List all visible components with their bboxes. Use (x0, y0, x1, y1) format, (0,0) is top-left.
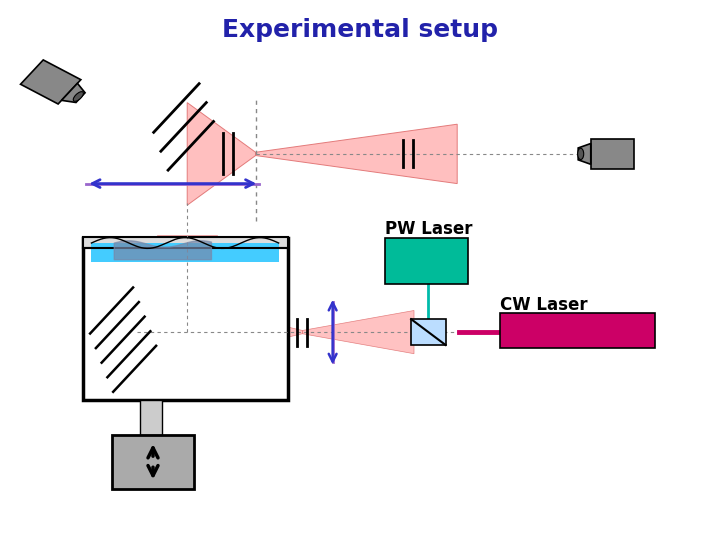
FancyBboxPatch shape (83, 237, 288, 248)
FancyBboxPatch shape (83, 238, 288, 400)
FancyBboxPatch shape (385, 238, 468, 284)
Polygon shape (302, 310, 414, 354)
Polygon shape (137, 292, 302, 373)
FancyBboxPatch shape (91, 243, 279, 262)
Text: Experimental setup: Experimental setup (222, 18, 498, 42)
Text: PW Laser: PW Laser (385, 220, 473, 239)
Polygon shape (590, 139, 634, 168)
Polygon shape (187, 103, 256, 205)
FancyBboxPatch shape (112, 435, 194, 489)
Text: CW Laser: CW Laser (500, 296, 588, 314)
Polygon shape (157, 235, 217, 329)
Polygon shape (61, 83, 85, 103)
Ellipse shape (577, 148, 584, 159)
Polygon shape (21, 60, 81, 104)
Ellipse shape (73, 92, 84, 102)
FancyBboxPatch shape (140, 400, 162, 435)
Polygon shape (256, 124, 457, 184)
Polygon shape (578, 144, 590, 164)
Polygon shape (411, 319, 446, 345)
FancyBboxPatch shape (500, 313, 655, 348)
